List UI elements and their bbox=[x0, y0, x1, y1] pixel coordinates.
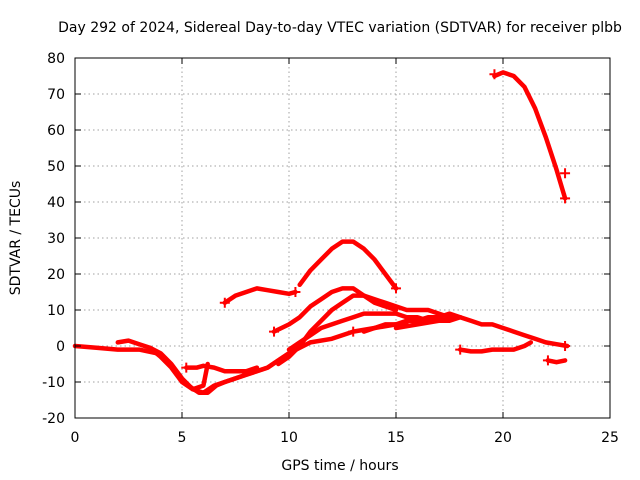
series-line-sat-b bbox=[115, 338, 210, 392]
x-tick-label: 0 bbox=[71, 430, 80, 446]
plus-marker bbox=[455, 344, 466, 355]
x-axis-label: GPS time / hours bbox=[281, 458, 398, 474]
y-axis-label: SDTVAR / TECUs bbox=[8, 181, 24, 296]
series-line-sat-k bbox=[393, 314, 570, 349]
series-line-sat-g bbox=[271, 286, 399, 334]
y-tick-label: -20 bbox=[42, 411, 65, 427]
series-line-sat-e bbox=[222, 286, 298, 306]
plus-marker bbox=[560, 341, 571, 351]
y-tick-label: 20 bbox=[47, 267, 65, 283]
y-tick-label: 10 bbox=[47, 303, 65, 319]
plus-marker bbox=[489, 69, 500, 80]
y-tick-label: 0 bbox=[56, 339, 65, 355]
plus-marker bbox=[348, 326, 359, 337]
y-tick-label: -10 bbox=[42, 375, 65, 391]
tick-layer: 0 5 10 15 20 25 -20 -10 0 10 20 30 40 50 60 70 80 bbox=[42, 51, 619, 446]
grid-layer bbox=[75, 58, 610, 418]
plus-marker bbox=[290, 287, 301, 297]
plus-marker bbox=[181, 362, 192, 373]
plus-marker bbox=[542, 355, 553, 366]
x-tick-label: 15 bbox=[387, 430, 405, 446]
x-tick-label: 25 bbox=[601, 430, 619, 446]
x-tick-label: 5 bbox=[178, 430, 187, 446]
plus-marker bbox=[560, 193, 571, 204]
plus-marker bbox=[269, 326, 280, 337]
x-tick-label: 20 bbox=[494, 430, 512, 446]
y-tick-label: 70 bbox=[47, 87, 65, 103]
series-line-sat-n bbox=[492, 70, 568, 201]
plus-marker bbox=[219, 297, 230, 308]
series-line-sat-d bbox=[184, 363, 260, 374]
plus-marker bbox=[560, 168, 571, 179]
series-line-sat-j bbox=[361, 311, 463, 334]
series-line-sat-c bbox=[147, 322, 409, 396]
plus-marker bbox=[391, 283, 401, 294]
chart-title: Day 292 of 2024, Sidereal Day-to-day VTE… bbox=[58, 20, 622, 36]
y-tick-label: 80 bbox=[47, 51, 65, 67]
y-tick-label: 50 bbox=[47, 159, 65, 175]
series-line-sat-f bbox=[297, 239, 399, 291]
y-tick-label: 40 bbox=[47, 195, 65, 211]
series-layer bbox=[72, 69, 571, 396]
y-tick-label: 60 bbox=[47, 123, 65, 139]
x-tick-label: 10 bbox=[280, 430, 298, 446]
series-line-sat-l bbox=[457, 340, 534, 354]
y-tick-label: 30 bbox=[47, 231, 65, 247]
